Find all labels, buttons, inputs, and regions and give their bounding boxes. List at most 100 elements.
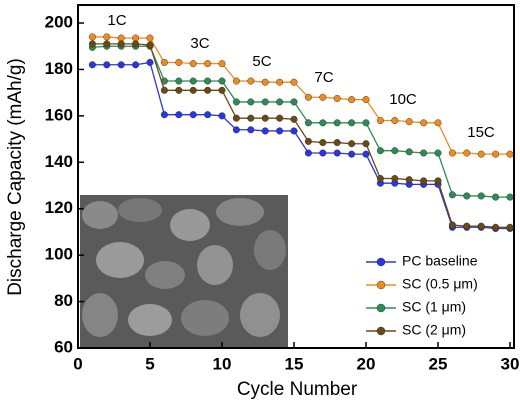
data-point (362, 119, 370, 127)
data-point (506, 193, 514, 201)
data-point (304, 119, 312, 127)
data-point (189, 77, 197, 85)
data-point (146, 34, 154, 42)
data-point (448, 191, 456, 199)
data-point (261, 78, 269, 86)
data-point (204, 111, 212, 119)
legend-label: PC baseline (402, 253, 478, 269)
data-point (492, 223, 500, 231)
data-point (304, 137, 312, 145)
data-point (420, 177, 428, 185)
rate-annotation: 5C (252, 53, 271, 70)
series (88, 40, 514, 231)
data-point (376, 147, 384, 155)
data-point (348, 140, 356, 148)
data-point (348, 119, 356, 127)
data-point (276, 114, 284, 122)
data-point (204, 60, 212, 68)
legend-label: SC (1 μm) (402, 299, 466, 315)
y-tick-label: 140 (45, 152, 73, 171)
series (88, 58, 514, 232)
data-point (319, 149, 327, 157)
x-tick-label: 20 (357, 354, 376, 373)
y-tick-label: 200 (45, 12, 73, 31)
data-point (362, 96, 370, 104)
data-point (333, 94, 341, 102)
data-point (304, 93, 312, 101)
x-tick-label: 0 (73, 354, 82, 373)
data-point (434, 119, 442, 127)
data-point (218, 112, 226, 120)
data-point (218, 86, 226, 94)
data-point (304, 149, 312, 157)
data-point (492, 150, 500, 158)
data-point (88, 40, 96, 48)
data-point (204, 86, 212, 94)
data-point (218, 77, 226, 85)
y-tick-label: 160 (45, 105, 73, 124)
data-point (132, 40, 140, 48)
legend-marker (376, 326, 386, 336)
series (88, 42, 514, 201)
series-line (92, 45, 510, 198)
data-point (232, 114, 240, 122)
data-point (103, 40, 111, 48)
data-point (189, 60, 197, 68)
legend-label: SC (2 μm) (402, 322, 466, 338)
data-point (420, 149, 428, 157)
data-point (88, 33, 96, 41)
data-point (506, 223, 514, 231)
data-point (376, 116, 384, 124)
data-point (247, 98, 255, 106)
data-point (189, 111, 197, 119)
rate-annotation: 15C (467, 124, 495, 141)
data-point (261, 127, 269, 135)
data-point (405, 118, 413, 126)
data-point (405, 148, 413, 156)
data-point (463, 192, 471, 200)
data-point (506, 150, 514, 158)
data-point (319, 139, 327, 147)
rate-annotation: 1C (107, 12, 126, 29)
data-point (276, 98, 284, 106)
data-point (448, 149, 456, 157)
series-line (92, 61, 510, 230)
data-point (333, 149, 341, 157)
data-point (117, 61, 125, 69)
data-point (117, 40, 125, 48)
data-point (362, 150, 370, 158)
data-point (477, 222, 485, 230)
data-point (247, 114, 255, 122)
data-point (477, 150, 485, 158)
y-tick-label: 180 (45, 59, 73, 78)
data-point (348, 150, 356, 158)
data-point (477, 192, 485, 200)
data-point (247, 77, 255, 85)
data-point (103, 61, 111, 69)
data-point (189, 86, 197, 94)
data-point (160, 58, 168, 66)
data-point (290, 115, 298, 123)
rate-annotation: 3C (190, 35, 209, 52)
series (88, 33, 514, 158)
data-point (146, 58, 154, 66)
data-point (175, 58, 183, 66)
data-point (319, 119, 327, 127)
data-point (376, 175, 384, 183)
x-tick-label: 30 (501, 354, 520, 373)
x-tick-label: 25 (429, 354, 448, 373)
legend-label: SC (0.5 μm) (402, 276, 478, 292)
data-point (261, 98, 269, 106)
x-tick-label: 15 (285, 354, 304, 373)
data-point (88, 61, 96, 69)
data-point (362, 140, 370, 148)
data-point (448, 221, 456, 229)
rate-annotation: 10C (389, 91, 417, 108)
data-point (276, 127, 284, 135)
data-point (290, 78, 298, 86)
data-point (391, 175, 399, 183)
data-point (232, 98, 240, 106)
data-point (232, 126, 240, 134)
legend-marker (376, 280, 386, 290)
